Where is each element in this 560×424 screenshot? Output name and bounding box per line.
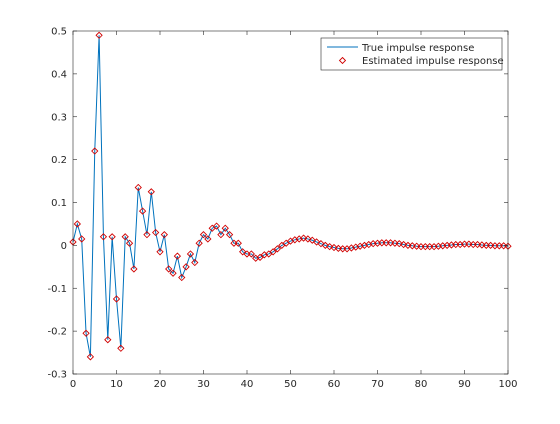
y-tick-label: 0.2 (51, 155, 67, 166)
data-point-estimated (256, 253, 264, 262)
data-point-estimated (408, 242, 416, 250)
data-point-estimated (199, 231, 208, 239)
legend-label-estimated: Estimated impulse response (362, 56, 504, 67)
data-point-estimated (86, 353, 95, 361)
data-point-estimated (112, 295, 121, 303)
y-tick-label: 0.3 (51, 112, 67, 123)
data-point-estimated (234, 239, 242, 247)
data-point-estimated (156, 248, 164, 256)
data-point-estimated (134, 183, 142, 192)
data-point-estimated (404, 241, 412, 250)
data-point-estimated (165, 265, 173, 273)
data-point-estimated (217, 231, 225, 239)
data-point-estimated (221, 224, 229, 232)
legend-label-true: True impulse response (361, 43, 474, 54)
x-tick-label: 80 (415, 379, 428, 390)
data-point-estimated (117, 344, 125, 352)
data-point-estimated (121, 233, 129, 241)
data-point-estimated (143, 231, 151, 239)
data-point-estimated (125, 239, 134, 247)
y-tick-label: -0.3 (47, 370, 67, 381)
data-point-estimated (299, 234, 308, 242)
y-tick-label: 0.5 (51, 27, 67, 38)
data-point-estimated (321, 241, 329, 250)
data-point-estimated (334, 244, 342, 253)
data-point-estimated (395, 240, 403, 248)
legend-marker-swatch (338, 56, 347, 65)
x-tick-label: 70 (371, 379, 384, 390)
y-tick-label: 0 (61, 241, 67, 252)
data-point-estimated (108, 233, 116, 241)
data-point-estimated (391, 239, 399, 247)
data-point-estimated (269, 248, 277, 256)
data-point-estimated (212, 222, 221, 230)
y-tick-label: 0.1 (51, 198, 67, 209)
data-point-estimated (160, 231, 168, 239)
data-point-estimated (204, 235, 212, 243)
data-point-estimated (195, 239, 203, 247)
data-point-estimated (486, 241, 495, 250)
legend-box (320, 37, 503, 71)
data-point-estimated (178, 273, 186, 282)
x-tick-label: 40 (241, 379, 254, 390)
x-tick-label: 30 (197, 379, 210, 390)
x-tick-label: 50 (284, 379, 297, 390)
data-point-estimated (304, 235, 312, 243)
data-point-estimated (152, 228, 160, 237)
data-point-estimated (247, 250, 255, 258)
data-point-estimated (169, 269, 177, 277)
data-point-estimated (91, 147, 99, 155)
data-point-estimated (326, 243, 334, 251)
y-tick-label: -0.2 (47, 327, 67, 338)
data-point-estimated (82, 329, 90, 337)
data-point-estimated (130, 265, 138, 273)
data-point-estimated (312, 238, 321, 246)
data-point-estimated (191, 258, 199, 267)
data-point-estimated (330, 243, 338, 252)
data-point-estimated (147, 188, 155, 196)
data-point-estimated (73, 220, 81, 228)
data-point-estimated (173, 252, 182, 260)
legend: True impulse response Estimated impulse … (320, 37, 504, 71)
x-tick-label: 20 (154, 379, 167, 390)
data-point-estimated (239, 248, 247, 256)
data-point-estimated (273, 245, 282, 253)
data-point-estimated (413, 242, 421, 250)
x-tick-label: 0 (70, 379, 76, 390)
axes-layer: 0 10 20 30 40 50 60 70 80 90 100 -0.3 -0.2 -0.1 0 0.1 0.… (47, 27, 517, 391)
x-tick-label: 60 (328, 379, 341, 390)
data-point-estimated (317, 240, 325, 248)
y-tick-label: 0.4 (51, 69, 67, 80)
data-point-estimated (465, 240, 473, 248)
plot-area (73, 31, 508, 374)
data-point-estimated (386, 239, 395, 247)
data-point-estimated (104, 336, 112, 344)
x-tick-label: 10 (110, 379, 123, 390)
data-point-estimated (138, 207, 147, 215)
x-tick-label: 90 (458, 379, 471, 390)
data-point-estimated (500, 242, 508, 250)
data-point-estimated (78, 235, 86, 243)
data-point-estimated (95, 31, 103, 39)
data-point-estimated (399, 240, 408, 249)
data-point-estimated (473, 240, 482, 249)
x-tick-label: 100 (498, 379, 517, 390)
series-layer (69, 31, 512, 361)
data-point-estimated (186, 250, 195, 258)
data-point-estimated (99, 233, 108, 241)
y-tick-label: -0.1 (47, 284, 67, 295)
data-point-estimated (308, 236, 316, 244)
data-point-estimated (478, 241, 486, 249)
data-point-estimated (182, 263, 190, 271)
data-point-estimated (225, 231, 234, 239)
